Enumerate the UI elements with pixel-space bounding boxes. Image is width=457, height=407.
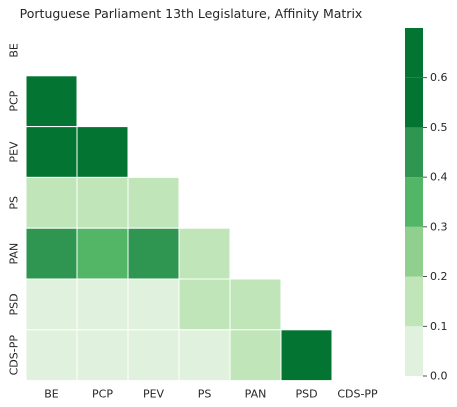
colorbar bbox=[405, 28, 423, 376]
heatmap-cell-PCP-BE bbox=[25, 75, 78, 128]
colorbar-segment bbox=[405, 77, 423, 128]
heatmap-cell-PAN-PS bbox=[178, 227, 231, 280]
colorbar-segment bbox=[405, 177, 423, 227]
heatmap-cell-PSD-PCP bbox=[76, 278, 129, 331]
colorbar-tick-label: 0.1 bbox=[430, 320, 448, 333]
colorbar-tick-labels: 0.0 0.1 0.2 0.3 0.4 0.5 0.6 bbox=[423, 71, 448, 383]
x-tick-label: PAN bbox=[245, 388, 267, 401]
colorbar-segment bbox=[405, 28, 423, 78]
colorbar-segment bbox=[405, 276, 423, 327]
heatmap-cell-CDS-PP-PEV bbox=[127, 329, 180, 382]
chart-title: Portuguese Parliament 13th Legislature, … bbox=[20, 6, 363, 21]
heatmap-cell-PSD-PS bbox=[178, 278, 231, 331]
y-tick-label: PEV bbox=[8, 141, 21, 163]
heatmap-cell-PAN-PCP bbox=[76, 227, 129, 280]
heatmap-cell-PSD-PEV bbox=[127, 278, 180, 331]
heatmap-cell-CDS-PP-BE bbox=[25, 329, 78, 382]
colorbar-segment bbox=[405, 326, 423, 376]
heatmap-cell-CDS-PP-PSD bbox=[280, 329, 333, 382]
x-tick-label: CDS-PP bbox=[337, 388, 378, 401]
colorbar-segment bbox=[405, 127, 423, 178]
heatmap-cell-PEV-PCP bbox=[76, 126, 129, 178]
y-tick-label: PAN bbox=[8, 243, 21, 265]
heatmap-cell-PSD-BE bbox=[25, 278, 78, 331]
heatmap-cell-PSD-PAN bbox=[229, 278, 282, 331]
x-tick-label: PCP bbox=[92, 388, 113, 401]
y-tick-label: BE bbox=[8, 43, 21, 58]
heatmap-cell-PS-PEV bbox=[127, 176, 180, 229]
y-tick-label: PS bbox=[8, 196, 21, 210]
heatmap-cell-PS-BE bbox=[25, 176, 78, 229]
y-axis-tick-labels: BE PCP PEV PS PAN PSD CDS-PP bbox=[8, 43, 21, 375]
colorbar-tick-label: 0.2 bbox=[430, 270, 448, 283]
heatmap-cell-CDS-PP-PCP bbox=[76, 329, 129, 382]
x-tick-label: BE bbox=[44, 388, 59, 401]
colorbar-tick-label: 0.4 bbox=[430, 171, 448, 184]
y-tick-label: PSD bbox=[8, 293, 21, 315]
y-tick-label: PCP bbox=[8, 90, 21, 111]
colorbar-tick-label: 0.6 bbox=[430, 71, 448, 84]
x-axis-tick-labels: BE PCP PEV PS PAN PSD CDS-PP bbox=[44, 388, 378, 401]
colorbar-segment bbox=[405, 226, 423, 277]
x-tick-label: PS bbox=[198, 388, 212, 401]
y-tick-label: CDS-PP bbox=[8, 335, 21, 376]
heatmap-cell-PAN-PEV bbox=[127, 227, 180, 280]
heatmap-cell-PS-PCP bbox=[76, 176, 129, 229]
heatmap-cell-CDS-PP-PS bbox=[178, 329, 231, 382]
x-tick-label: PSD bbox=[295, 388, 317, 401]
colorbar-tick-label: 0.0 bbox=[430, 370, 448, 383]
heatmap-cell-CDS-PP-PAN bbox=[229, 329, 282, 382]
colorbar-tick-label: 0.3 bbox=[430, 220, 448, 233]
heatmap-cell-PEV-BE bbox=[25, 126, 78, 178]
heatmap-cell-PAN-BE bbox=[25, 227, 78, 280]
colorbar-tick-label: 0.5 bbox=[430, 121, 448, 134]
heatmap-cells bbox=[25, 75, 333, 382]
x-tick-label: PEV bbox=[143, 388, 165, 401]
